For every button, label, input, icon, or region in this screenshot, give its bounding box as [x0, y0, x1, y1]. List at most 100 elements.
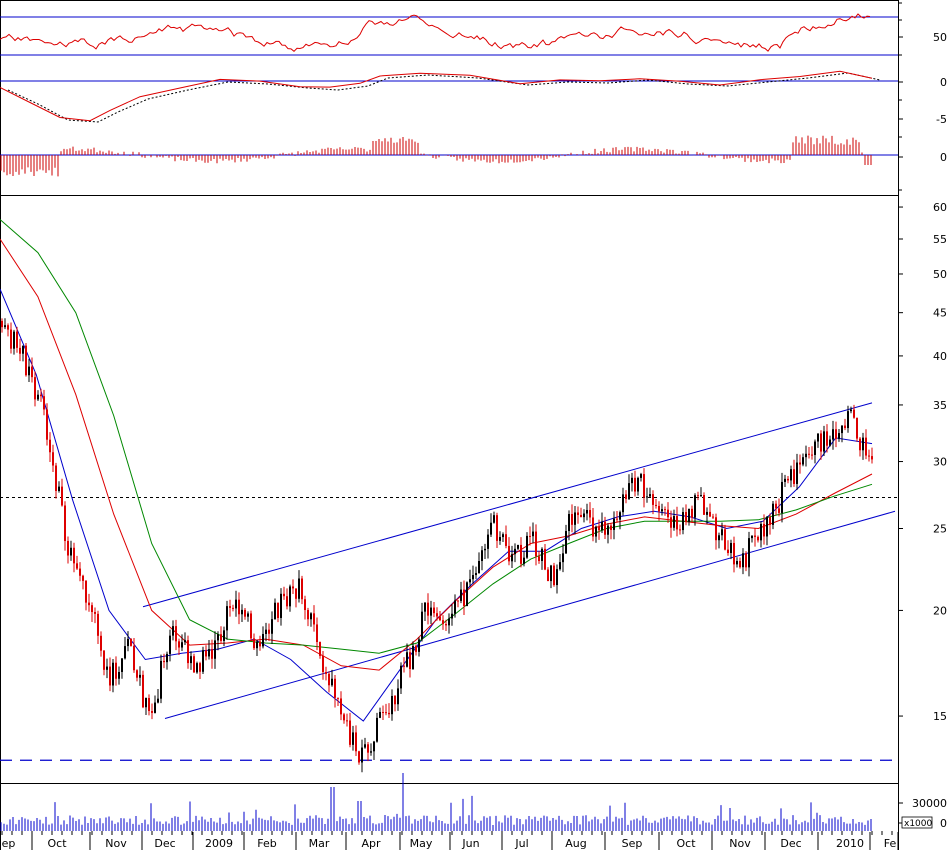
candle-body	[256, 641, 258, 649]
rsi-panel	[0, 13, 898, 56]
candle-body	[121, 658, 123, 672]
candle-body	[148, 698, 150, 711]
candle-body	[448, 618, 450, 626]
candle-body	[550, 565, 552, 582]
macd-signal-line	[7, 72, 881, 123]
candle-body	[304, 599, 306, 611]
candle-body	[541, 548, 543, 562]
candle-body	[355, 732, 357, 752]
candle-body	[10, 329, 12, 349]
candle-body	[715, 517, 717, 541]
candle-body	[259, 641, 261, 647]
candle-body	[178, 641, 180, 648]
candle-body	[250, 613, 252, 639]
candle-body	[580, 514, 582, 518]
candle-body	[127, 638, 129, 647]
candle-body	[94, 612, 96, 614]
candle-body	[232, 607, 234, 609]
candle-body	[829, 439, 831, 446]
candle-body	[169, 635, 171, 654]
candle-body	[160, 660, 162, 699]
candle-body	[211, 649, 213, 659]
price-tick-label: 30	[933, 456, 947, 469]
candle-body	[694, 495, 696, 518]
candle-body	[853, 409, 855, 418]
candle-body	[721, 529, 723, 536]
candle-body	[187, 640, 189, 664]
candle-body	[295, 588, 297, 599]
candle-body	[310, 613, 312, 620]
candle-body	[727, 549, 729, 554]
candle-body	[451, 613, 453, 619]
candle-body	[55, 465, 57, 491]
candle-body	[607, 525, 609, 535]
candle-body	[790, 469, 792, 481]
candle-body	[346, 720, 348, 722]
candle-body	[850, 409, 852, 412]
candle-body	[463, 589, 465, 606]
candle-body	[289, 586, 291, 607]
candle-body	[595, 526, 597, 537]
candle-body	[418, 639, 420, 652]
candle-body	[820, 433, 822, 452]
candle-body	[553, 565, 555, 586]
candle-body	[475, 573, 477, 576]
candle-body	[859, 438, 861, 451]
month-label: Sep	[622, 837, 643, 850]
candle-body	[25, 345, 27, 376]
candle-body	[109, 666, 111, 686]
candle-body	[97, 613, 99, 636]
macd-histogram-panel	[0, 135, 898, 177]
month-label: Apr	[361, 837, 381, 850]
candle-body	[391, 695, 393, 715]
candle-body	[199, 663, 201, 672]
candle-body	[757, 536, 759, 541]
candle-body	[610, 525, 612, 530]
candle-body	[499, 537, 501, 541]
candle-body	[328, 673, 330, 686]
candle-body	[712, 516, 714, 518]
candle-body	[505, 534, 507, 546]
candle-body	[736, 561, 738, 565]
candle-body	[7, 325, 9, 330]
candle-body	[373, 741, 375, 752]
candle-body	[427, 602, 429, 616]
candle-body	[745, 553, 747, 568]
candle-body	[229, 606, 231, 608]
candle-body	[163, 660, 165, 663]
candle-body	[796, 462, 798, 484]
candle-body	[565, 530, 567, 554]
price-tick-label: 55	[933, 233, 947, 246]
candle-body	[838, 433, 840, 439]
candle-body	[241, 609, 243, 615]
candle-body	[283, 593, 285, 597]
candle-body	[778, 508, 780, 513]
candle-body	[709, 511, 711, 517]
candle-body	[517, 544, 519, 549]
candle-body	[361, 747, 363, 763]
candle-body	[16, 331, 18, 348]
candle-body	[634, 477, 636, 492]
candle-body	[166, 653, 168, 663]
candle-body	[64, 505, 66, 541]
candle-body	[523, 557, 525, 564]
candle-body	[190, 656, 192, 664]
candle-body	[772, 503, 774, 525]
candle-body	[748, 538, 750, 568]
candle-body	[388, 712, 390, 715]
rsi-line	[0, 13, 871, 52]
candle-body	[670, 517, 672, 528]
price-tick-label: 45	[933, 307, 947, 320]
candle-body	[253, 638, 255, 649]
candle-body	[316, 624, 318, 642]
candle-body	[865, 437, 867, 456]
month-label: Sep	[0, 837, 15, 850]
candle-body	[529, 535, 531, 537]
candle-body	[562, 553, 564, 563]
candle-body	[688, 508, 690, 522]
candle-body	[664, 509, 666, 511]
candle-body	[313, 613, 315, 625]
candle-body	[706, 511, 708, 515]
candle-body	[733, 542, 735, 565]
candle-body	[301, 578, 303, 600]
